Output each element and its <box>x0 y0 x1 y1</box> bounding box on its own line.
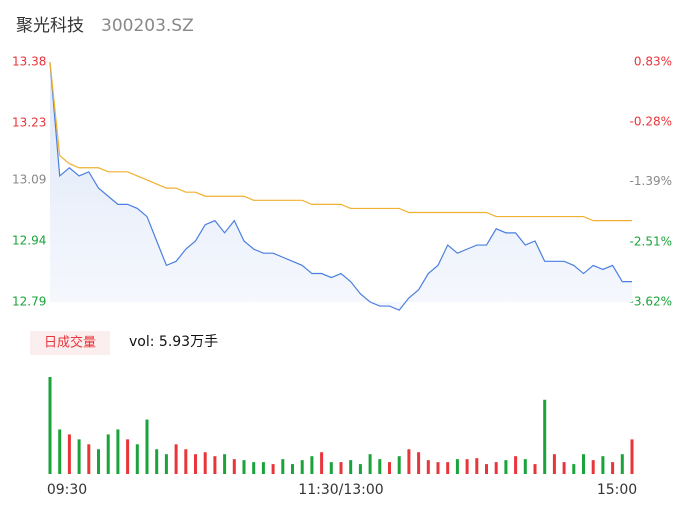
volume-bar <box>436 462 440 474</box>
volume-bar <box>58 429 62 474</box>
volume-bar <box>339 462 343 474</box>
volume-bar <box>591 460 595 474</box>
volume-bar <box>378 459 382 474</box>
volume-bar <box>552 454 556 474</box>
volume-bar <box>67 434 71 474</box>
chart-subtitle: 300203.SZ <box>101 16 194 36</box>
y2-tick-label: -2.51% <box>630 235 672 249</box>
volume-badge <box>30 331 110 355</box>
y2-tick-label: 0.83% <box>634 55 672 69</box>
volume-bar <box>261 462 265 474</box>
volume-bar <box>582 454 585 474</box>
y2-tick-label: -0.28% <box>630 114 672 128</box>
volume-bar <box>523 459 527 474</box>
volume-bar <box>329 462 333 474</box>
volume-bar <box>494 462 498 474</box>
volume-bar <box>446 462 450 474</box>
volume-bar <box>77 439 81 474</box>
volume-bar <box>358 464 362 474</box>
y-tick-label: 13.23 <box>12 116 46 130</box>
x-tick-label: 15:00 <box>597 482 637 498</box>
y-tick-label: 13.09 <box>12 172 46 186</box>
volume-bar <box>349 460 353 474</box>
volume-bar <box>145 419 149 474</box>
volume-bar <box>203 452 207 474</box>
volume-bar <box>174 444 178 474</box>
volume-bar <box>426 460 430 474</box>
volume-bar <box>562 462 566 474</box>
volume-bar <box>417 452 421 474</box>
volume-bar <box>455 459 459 474</box>
volume-bar <box>135 444 139 474</box>
volume-bar <box>300 460 304 474</box>
volume-bar <box>155 449 159 474</box>
volume-bar <box>126 439 130 474</box>
series-line <box>49 61 632 222</box>
volume-bar <box>106 434 110 474</box>
chart-title: 聚光科技 <box>16 16 84 36</box>
volume-bar <box>543 399 547 474</box>
volume-bar <box>504 460 508 474</box>
volume-bar <box>97 449 100 474</box>
volume-bar <box>368 454 372 474</box>
volume-bar <box>116 429 120 474</box>
volume-bar <box>271 464 275 474</box>
volume-bar <box>485 464 488 474</box>
volume-bar <box>601 456 605 474</box>
volume-bar <box>281 459 285 474</box>
volume-bar <box>397 456 401 474</box>
volume-bar <box>242 460 246 474</box>
x-tick-label: 11:30/13:00 <box>298 482 383 498</box>
volume-bar <box>223 454 227 474</box>
volume-bar <box>48 377 52 474</box>
volume-bar <box>232 459 236 474</box>
volume-bar <box>533 464 537 474</box>
volume-title: 日成交量 <box>44 335 96 351</box>
volume-bar <box>310 456 314 474</box>
volume-bar <box>465 459 469 474</box>
y2-tick-label: -3.62% <box>630 295 672 309</box>
volume-bar <box>572 464 576 474</box>
y-tick-label: 12.79 <box>12 295 46 309</box>
volume-bar <box>291 464 294 474</box>
x-tick-label: 09:30 <box>47 482 87 498</box>
volume-bar <box>87 444 91 474</box>
volume-bar <box>475 458 479 474</box>
volume-bar <box>407 449 411 474</box>
volume-bar <box>320 452 324 474</box>
y-tick-label: 12.94 <box>12 233 46 247</box>
volume-bar <box>514 456 518 474</box>
volume-bar <box>630 439 634 474</box>
volume-bar <box>184 449 188 474</box>
price-area <box>50 62 632 311</box>
series-line <box>49 61 632 311</box>
volume-bar <box>213 456 217 474</box>
volume-bar <box>194 454 197 474</box>
volume-label: vol: 5.93万手 <box>129 334 218 350</box>
volume-bar <box>252 462 256 474</box>
volume-bar <box>611 462 615 474</box>
y-tick-label: 13.38 <box>12 55 46 69</box>
volume-bar <box>388 462 391 474</box>
volume-bar <box>620 454 624 474</box>
y2-tick-label: -1.39% <box>630 174 672 188</box>
volume-bar <box>164 454 168 474</box>
